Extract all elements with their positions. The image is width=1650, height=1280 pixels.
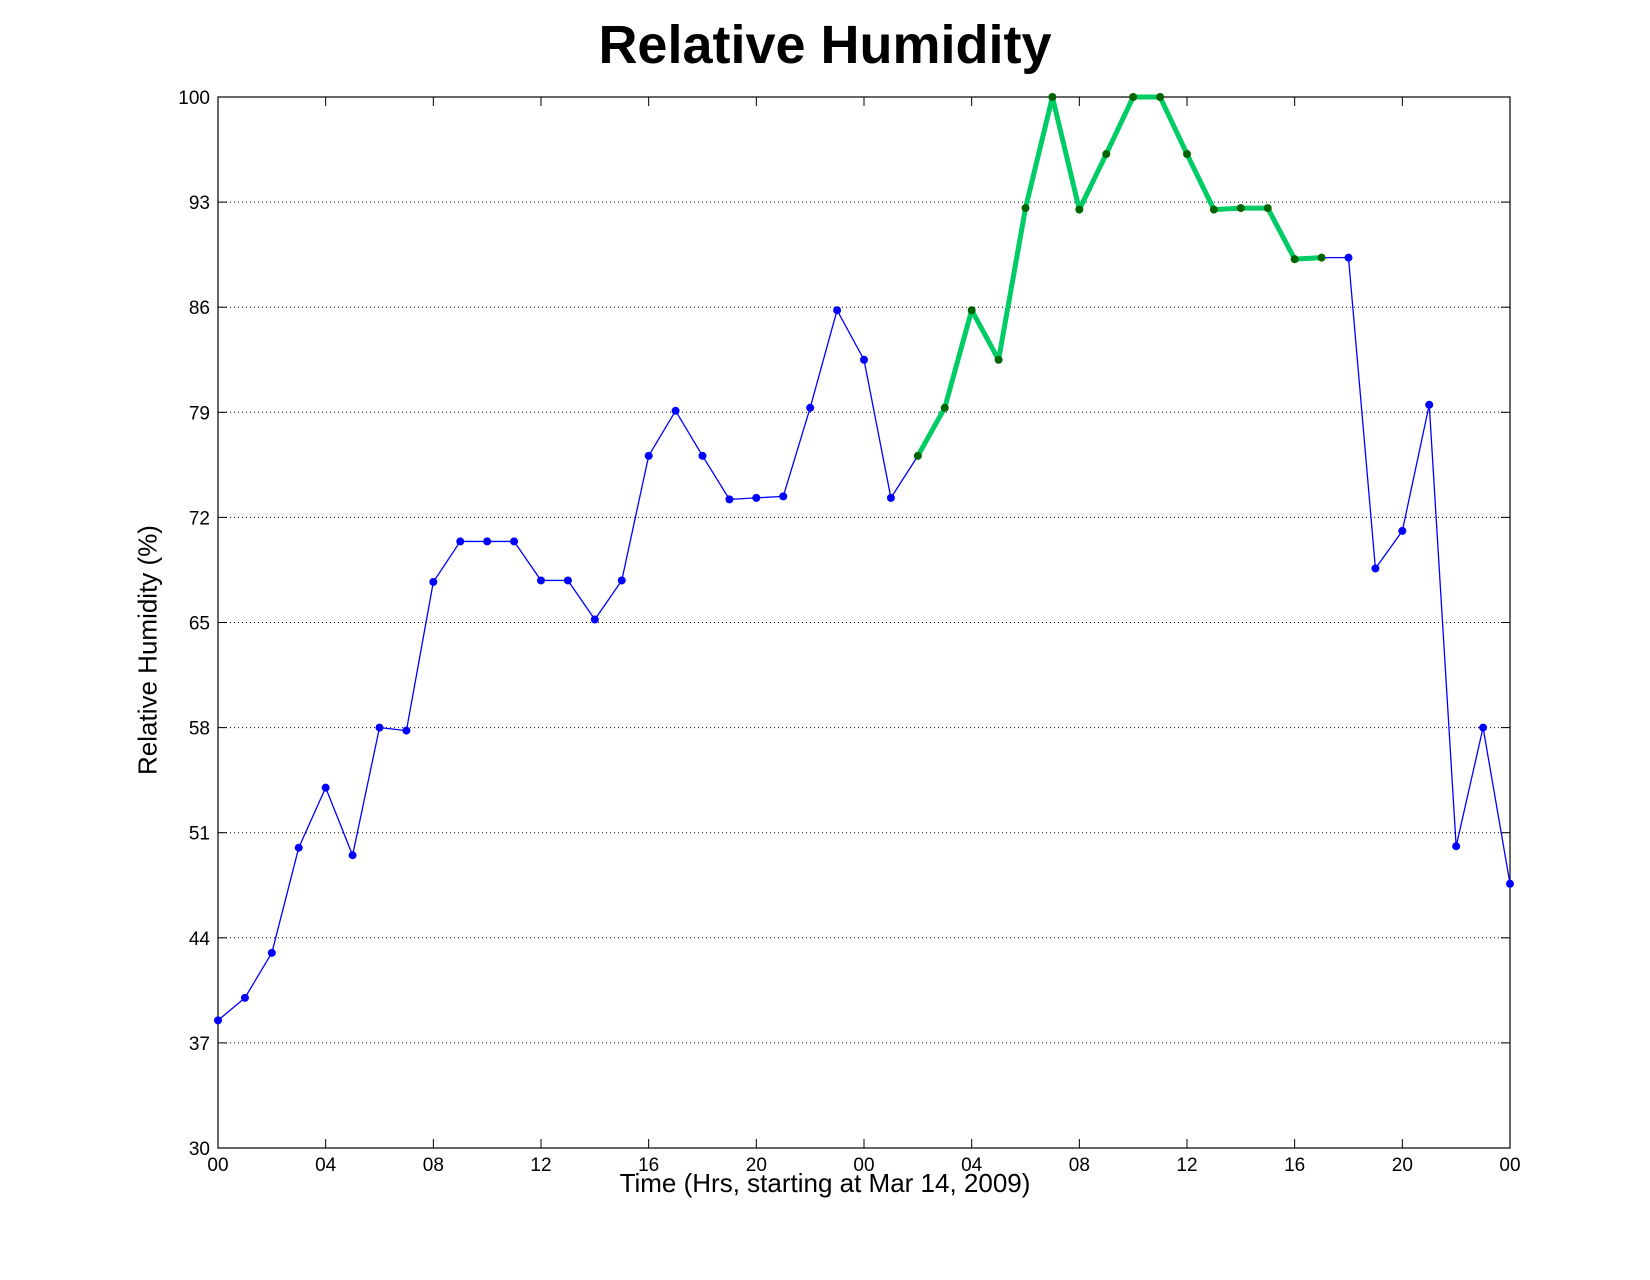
y-tick-label: 79 (189, 403, 210, 424)
x-tick-label: 16 (638, 1155, 659, 1176)
data-point (779, 492, 788, 501)
y-tick-label: 93 (189, 193, 210, 214)
x-axis-label: Time (Hrs, starting at Mar 14, 2009) (619, 1168, 1031, 1198)
data-point (833, 306, 842, 315)
grid-lines (218, 96, 1510, 1044)
data-point (267, 948, 276, 957)
highlight-point (1209, 205, 1218, 214)
highlight-point (1317, 253, 1326, 262)
data-point (214, 1016, 222, 1025)
tick-labels: 30 37 44 51 58 65 72 79 86 93 100 00 04 08 12 16 20 00 04 0… (178, 88, 1520, 1176)
data-point (1425, 400, 1434, 409)
y-tick-label: 100 (178, 88, 210, 109)
highlight-point (967, 306, 976, 315)
x-tick-label: 20 (1392, 1155, 1413, 1176)
highlight-point (1075, 205, 1084, 214)
data-point (752, 493, 761, 502)
highlight-point (1183, 150, 1191, 159)
data-point (1506, 879, 1514, 888)
data-point (483, 537, 492, 546)
highlight-line (915, 94, 1322, 458)
highlight-point (1102, 150, 1111, 159)
x-tick-label: 00 (207, 1155, 228, 1176)
data-point (671, 406, 680, 415)
y-tick-label: 65 (189, 614, 210, 635)
highlight-point (940, 403, 949, 412)
y-tick-label: 72 (189, 508, 210, 529)
highlight-point (1156, 93, 1165, 101)
data-point (644, 451, 653, 460)
x-tick-label: 12 (1176, 1155, 1197, 1176)
y-tick-label: 37 (189, 1034, 210, 1055)
series-line (217, 96, 1511, 1021)
data-point (240, 993, 249, 1002)
highlight-point (1290, 255, 1299, 264)
data-point (860, 355, 868, 364)
x-tick-label: 08 (423, 1155, 444, 1176)
y-tick-label: 30 (189, 1139, 210, 1160)
data-series (214, 93, 1514, 1025)
x-tick-label: 12 (530, 1155, 551, 1176)
highlight-point (1021, 204, 1030, 213)
data-point (1479, 723, 1488, 732)
data-point (294, 843, 303, 852)
data-point (402, 726, 411, 735)
data-point (1344, 253, 1353, 262)
y-axis-label: Relative Humidity (%) (132, 525, 163, 775)
x-tick-label: 00 (853, 1155, 874, 1176)
data-point (698, 451, 707, 460)
data-point (348, 851, 357, 860)
highlight-point (1236, 204, 1245, 213)
data-point (563, 576, 572, 585)
x-tick-label: 04 (961, 1155, 983, 1176)
data-point (1371, 564, 1380, 573)
data-point (1452, 842, 1461, 851)
x-tick-label: 04 (315, 1155, 337, 1176)
axes (217, 96, 1511, 1149)
data-point (321, 783, 330, 792)
data-point (886, 493, 895, 502)
y-tick-label: 86 (189, 298, 210, 319)
highlight-point (913, 451, 922, 460)
data-point (806, 403, 815, 412)
y-tick-label: 44 (189, 929, 211, 950)
data-point (537, 576, 545, 585)
highlight-point (1263, 204, 1272, 213)
highlight-point (1129, 93, 1138, 101)
data-point (510, 537, 519, 546)
y-tick-label: 51 (189, 824, 210, 845)
data-point (1398, 526, 1407, 535)
data-point (617, 576, 626, 585)
x-tick-label: 16 (1284, 1155, 1305, 1176)
x-tick-label: 20 (746, 1155, 767, 1176)
highlight-point (1048, 93, 1057, 101)
highlight-point (994, 355, 1003, 364)
x-tick-label: 00 (1499, 1155, 1520, 1176)
data-point (375, 723, 384, 732)
x-tick-label: 08 (1069, 1155, 1090, 1176)
chart-title: Relative Humidity (598, 15, 1052, 75)
axes-box (217, 96, 1511, 1149)
data-point (429, 577, 438, 586)
data-point (590, 615, 599, 624)
data-point (725, 495, 734, 504)
data-point (456, 537, 465, 546)
y-tick-label: 58 (189, 719, 210, 740)
